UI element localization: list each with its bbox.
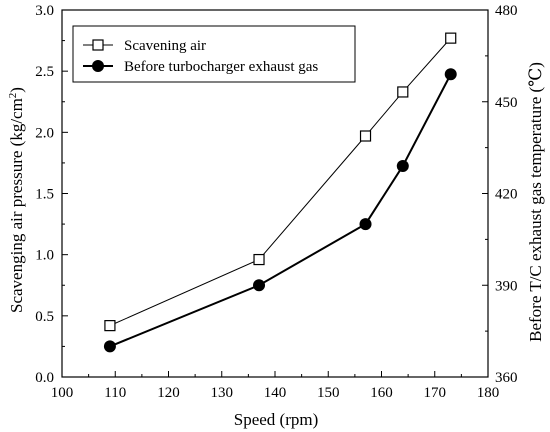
x-tick-label: 170 (424, 385, 447, 401)
data-point-scavening-air (397, 86, 409, 98)
data-point-before-turbocharger-exhaust-gas (396, 159, 409, 172)
y-axis-title-end: ) (7, 87, 26, 93)
y2-tick-label: 480 (495, 3, 518, 19)
series-line-before-turbocharger-exhaust-gas (109, 73, 452, 348)
y-axis-title-superscript: 2 (7, 93, 19, 99)
series-layer (103, 32, 457, 353)
x-tick-label: 100 (51, 385, 74, 401)
x-tick-label: 130 (211, 385, 234, 401)
y-tick-label: 1.5 (35, 187, 54, 203)
legend-marker-scavening-air (92, 39, 104, 51)
y2-tick-label: 360 (495, 370, 518, 386)
y-tick-label: 2.0 (35, 125, 54, 141)
y-axis-title-main: Scavenging air pressure (kg/cm (7, 98, 26, 313)
data-point-before-turbocharger-exhaust-gas (253, 279, 266, 292)
x-tick-label: 180 (477, 385, 500, 401)
y-tick-label: 2.5 (35, 64, 54, 80)
y-tick-label: 3.0 (35, 3, 54, 19)
data-point-scavening-air (445, 32, 457, 44)
x-tick-label: 150 (317, 385, 340, 401)
y2-tick-label: 420 (495, 187, 518, 203)
legend: Scavening air Before turbocharger exhaus… (72, 25, 356, 83)
legend-label-scavening-air: Scavening air (124, 38, 206, 54)
legend-label-exhaust-gas: Before turbocharger exhaust gas (124, 59, 318, 75)
y-tick-label: 0.5 (35, 309, 54, 325)
y2-tick-label: 390 (495, 278, 518, 294)
data-point-before-turbocharger-exhaust-gas (103, 340, 116, 353)
x-tick-label: 120 (157, 385, 180, 401)
y-axis-title: Scavenging air pressure (kg/cm2) (7, 87, 26, 313)
legend-box (72, 25, 356, 83)
y2-tick-label: 450 (495, 95, 518, 111)
y-tick-label: 1.0 (35, 248, 54, 264)
x-tick-label: 140 (264, 385, 287, 401)
legend-marker-exhaust-gas (92, 60, 104, 72)
x-tick-label: 160 (370, 385, 393, 401)
data-point-scavening-air (253, 253, 265, 266)
data-point-before-turbocharger-exhaust-gas (359, 218, 372, 231)
data-point-scavening-air (359, 130, 372, 142)
y-tick-label: 0.0 (35, 370, 54, 386)
x-axis-title: Speed (rpm) (234, 410, 319, 429)
axes-layer: 100 110 120 130 140 150 160 170 180 0.0 0.5 1.0 1.5 2… (35, 3, 517, 401)
data-point-scavening-air (104, 320, 116, 332)
data-point-before-turbocharger-exhaust-gas (444, 68, 457, 81)
x-tick-label: 110 (104, 385, 126, 401)
y2-axis-title: Before T/C exhaust gas temperature (℃) (526, 62, 545, 342)
